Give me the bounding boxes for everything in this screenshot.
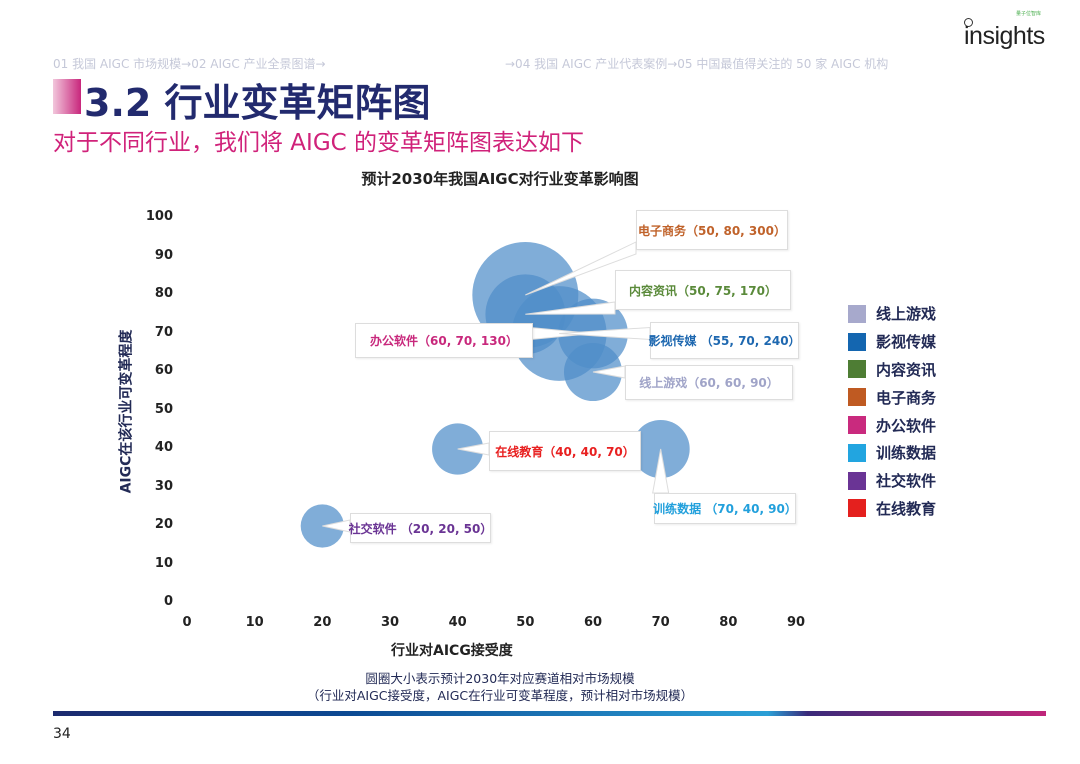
x-tick-label: 0: [182, 615, 192, 630]
y-tick-label: 50: [154, 401, 173, 417]
chart-title: 预计2030年我国AIGC对行业变革影响图: [361, 170, 639, 188]
x-tick-label: 80: [719, 615, 738, 630]
x-tick-label: 30: [380, 615, 400, 630]
footer-gradient-bar: [53, 711, 1046, 716]
legend-item: 影视传媒: [848, 328, 936, 356]
legend-label: 电子商务: [876, 388, 937, 407]
page-number: 34: [53, 726, 71, 742]
legend-item: 社交软件: [848, 467, 936, 495]
legend-swatch: [848, 471, 866, 490]
y-tick-label: 10: [154, 555, 173, 571]
x-tick-label: 10: [245, 615, 264, 630]
legend-swatch: [848, 360, 866, 379]
x-tick-label: 60: [583, 615, 603, 630]
x-tick-label: 40: [448, 615, 467, 630]
chart-legend: 线上游戏影视传媒内容资讯电子商务办公软件训练数据社交软件在线教育: [848, 300, 936, 522]
legend-item: 办公软件: [848, 411, 936, 439]
legend-label: 影视传媒: [876, 333, 937, 352]
breadcrumb-right: →04 我国 AIGC 产业代表案例→05 中国最值得关注的 50 家 AIGC…: [505, 57, 889, 71]
legend-item: 线上游戏: [848, 300, 936, 328]
data-label-办公软件: 办公软件（60, 70, 130）: [355, 323, 533, 358]
legend-item: 内容资讯: [848, 356, 936, 384]
data-label-内容资讯: 内容资讯（50, 75, 170）: [615, 270, 791, 310]
x-tick-label: 70: [651, 615, 670, 630]
data-label-在线教育: 在线教育（40, 40, 70）: [489, 431, 641, 471]
data-label-线上游戏: 线上游戏（60, 60, 90）: [625, 365, 793, 400]
data-label-影视传媒: 影视传媒 （55, 70, 240）: [648, 322, 801, 359]
y-tick-label: 20: [154, 517, 173, 532]
data-label-训练数据: 训练数据 （70, 40, 90）: [653, 493, 797, 524]
legend-item: 在线教育: [848, 495, 936, 523]
logo-ring-icon: [964, 18, 973, 27]
logo: insights: [964, 22, 1045, 50]
legend-item: 电子商务: [848, 383, 936, 411]
logo-subtitle: 量子位智库: [1016, 11, 1042, 17]
legend-swatch: [848, 304, 866, 323]
breadcrumb-left: 01 我国 AIGC 市场规模→02 AIGC 产业全景图谱→: [53, 57, 326, 71]
title-accent-bar: [53, 79, 81, 114]
legend-swatch: [848, 388, 866, 407]
y-tick-label: 0: [163, 594, 173, 609]
page-subtitle: 对于不同行业，我们将 AIGC 的变革矩阵图表达如下: [53, 130, 585, 156]
legend-swatch: [848, 443, 866, 462]
y-tick-label: 40: [154, 440, 173, 455]
y-tick-label: 90: [154, 247, 173, 263]
x-tick-label: 50: [516, 615, 535, 630]
legend-swatch: [848, 332, 866, 351]
y-tick-label: 70: [154, 324, 173, 340]
legend-item: 训练数据: [848, 439, 936, 467]
legend-label: 训练数据: [876, 444, 937, 463]
legend-label: 社交软件: [876, 472, 937, 491]
legend-label: 办公软件: [876, 416, 937, 435]
chart-note-2: （行业对AIGC接受度，AIGC在行业可变革程度，预计相对市场规模）: [306, 688, 694, 703]
y-tick-label: 60: [154, 363, 173, 378]
y-tick-label: 30: [154, 478, 173, 494]
data-label-社交软件: 社交软件 （20, 20, 50）: [349, 513, 492, 543]
legend-label: 线上游戏: [876, 305, 937, 324]
legend-label: 内容资讯: [876, 360, 937, 379]
x-tick-label: 90: [786, 615, 806, 630]
x-axis-title: 行业对AICG接受度: [391, 643, 513, 659]
x-tick-label: 20: [313, 615, 332, 630]
page-title: 3.2 行业变革矩阵图: [84, 81, 431, 125]
y-tick-label: 80: [154, 286, 173, 301]
y-tick-label: 100: [145, 209, 173, 224]
legend-swatch: [848, 499, 866, 518]
y-axis-title: AIGC在该行业可变革程度: [118, 329, 135, 494]
data-label-电子商务: 电子商务（50, 80, 300）: [636, 210, 788, 250]
chart-note-1: 圆圈大小表示预计2030年对应赛道相对市场规模: [365, 671, 635, 686]
legend-label: 在线教育: [876, 499, 937, 518]
legend-swatch: [848, 416, 866, 435]
